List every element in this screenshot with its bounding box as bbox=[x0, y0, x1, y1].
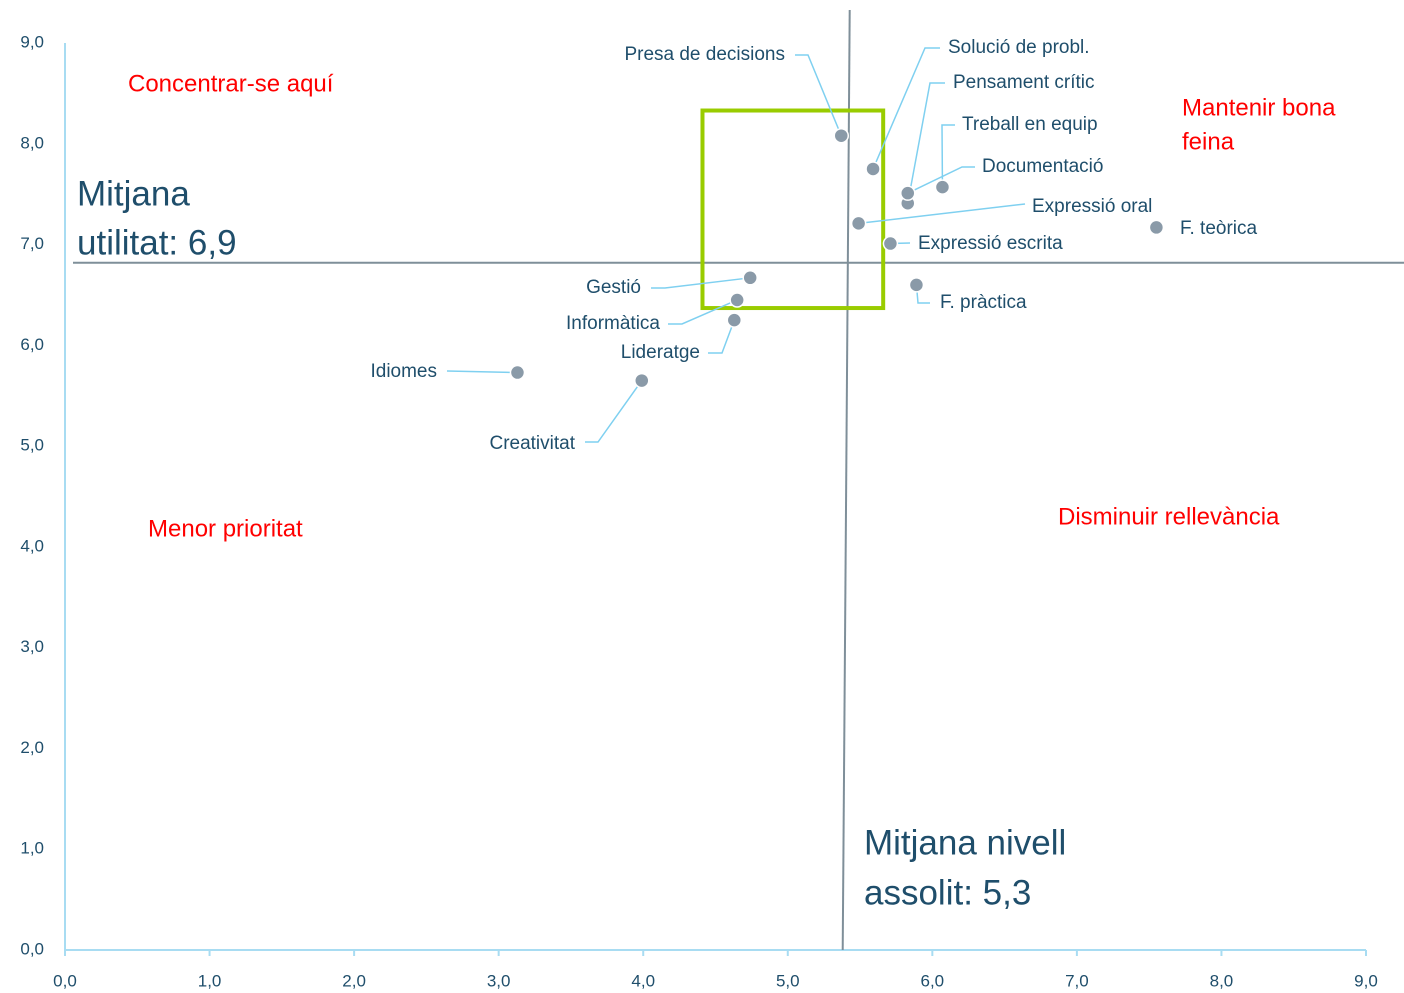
x-tick-label: 7,0 bbox=[1065, 971, 1089, 990]
y-tick-label: 2,0 bbox=[20, 738, 44, 757]
quadrant-label: Disminuir rellevància bbox=[1058, 503, 1280, 530]
y-tick-label: 9,0 bbox=[20, 32, 44, 51]
point bbox=[850, 215, 867, 232]
point-label: Expressió oral bbox=[1032, 196, 1152, 217]
point-label: Presa de decisions bbox=[624, 44, 785, 65]
x-tick-label: 1,0 bbox=[198, 971, 222, 990]
y-tick-label: 7,0 bbox=[20, 234, 44, 253]
leader-line bbox=[858, 203, 1026, 225]
x-tick-label: 0,0 bbox=[53, 971, 77, 990]
leader-line bbox=[872, 47, 940, 170]
point bbox=[865, 161, 881, 177]
point bbox=[833, 127, 850, 144]
point bbox=[509, 364, 526, 381]
point bbox=[882, 235, 899, 252]
mean-x-label: assolit: 5,3 bbox=[864, 873, 1031, 912]
point bbox=[726, 312, 743, 328]
leader-line bbox=[446, 370, 518, 374]
x-tick-label: 4,0 bbox=[631, 971, 655, 990]
point-label: Informàtica bbox=[566, 313, 660, 334]
leader-line bbox=[941, 124, 955, 188]
highlight-box bbox=[700, 108, 886, 311]
point bbox=[634, 372, 650, 389]
point-label: F. teòrica bbox=[1180, 218, 1258, 239]
point bbox=[1148, 219, 1165, 236]
mean-x-label: Mitjana nivell bbox=[864, 823, 1066, 862]
point bbox=[742, 270, 758, 286]
mean-y-label: Mitjana bbox=[77, 174, 190, 213]
mean-y-label: utilitat: 6,9 bbox=[77, 223, 237, 262]
point-label: Expressió escrita bbox=[918, 233, 1063, 254]
point bbox=[900, 185, 916, 201]
leader-line bbox=[708, 319, 735, 354]
quadrant-label: Mantenir bona bbox=[1182, 94, 1336, 121]
leader-line bbox=[585, 380, 643, 443]
point-label: Creativitat bbox=[489, 433, 575, 454]
x-tick-label: 5,0 bbox=[776, 971, 800, 990]
quadrant-label: Menor prioritat bbox=[148, 515, 303, 542]
point bbox=[908, 277, 925, 293]
x-tick-label: 6,0 bbox=[921, 971, 945, 990]
y-tick-label: 8,0 bbox=[20, 133, 44, 152]
leader-line bbox=[795, 54, 842, 137]
x-tick-label: 9,0 bbox=[1354, 971, 1378, 990]
y-tick-label: 1,0 bbox=[20, 839, 44, 858]
y-tick-label: 3,0 bbox=[20, 637, 44, 656]
point-label: Pensament crític bbox=[953, 72, 1095, 93]
y-tick-label: 5,0 bbox=[20, 436, 44, 455]
point-label: Solució de probl. bbox=[948, 37, 1090, 58]
point-label: Idiomes bbox=[370, 361, 437, 382]
point-label: Treball en equip bbox=[962, 114, 1098, 135]
point bbox=[729, 292, 745, 308]
leader-line bbox=[651, 277, 751, 289]
leader-line bbox=[907, 82, 945, 204]
point-label: Lideratge bbox=[621, 342, 700, 363]
y-tick-label: 4,0 bbox=[20, 536, 44, 555]
x-tick-label: 8,0 bbox=[1210, 971, 1234, 990]
point bbox=[934, 179, 951, 195]
leader-line bbox=[907, 166, 975, 194]
x-tick-label: 2,0 bbox=[342, 971, 366, 990]
quadrant-label: feina bbox=[1182, 128, 1235, 155]
y-tick-label: 6,0 bbox=[20, 335, 44, 354]
point-label: F. pràctica bbox=[940, 292, 1027, 313]
x-tick-label: 3,0 bbox=[487, 971, 511, 990]
leader-line bbox=[668, 299, 738, 325]
point-label: Gestió bbox=[586, 277, 641, 298]
y-tick-label: 0,0 bbox=[20, 939, 44, 958]
mean-x-line bbox=[841, 9, 851, 951]
quadrant-label: Concentrar-se aquí bbox=[128, 70, 334, 97]
point-label: Documentació bbox=[982, 156, 1103, 177]
